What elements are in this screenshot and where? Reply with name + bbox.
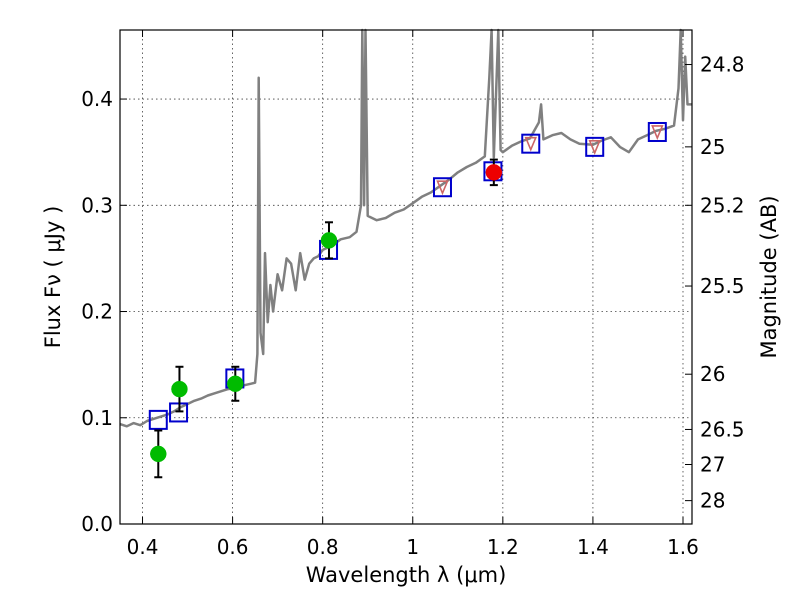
detection-point xyxy=(227,375,244,393)
x-tick-label: 1.2 xyxy=(487,535,519,559)
x-axis-title: Wavelength λ (μm) xyxy=(306,563,507,587)
mag-tick-label: 27 xyxy=(700,453,725,477)
markers-layer xyxy=(148,121,667,479)
model-photometry-square xyxy=(647,121,667,142)
mag-tick-label: 26.5 xyxy=(700,417,745,441)
x-tick-label: 0.6 xyxy=(217,535,249,559)
spectrum-layer xyxy=(119,28,692,428)
right-axis-title: Magnitude (AB) xyxy=(757,195,781,358)
detection-point xyxy=(320,232,338,249)
mag-tick-label: 24.8 xyxy=(700,53,745,77)
y-tick-label: 0.1 xyxy=(81,406,113,430)
mag-tick-label: 26 xyxy=(700,362,725,386)
y-tick-label: 0.3 xyxy=(81,193,113,217)
ticks-layer: 0.4 0.6 0.8 1 1.2 1.4 1.6 0.0 0.1 0.2 0.3 0.4 24.8 25… xyxy=(81,30,745,559)
model-photometry-square xyxy=(585,136,605,157)
upper-limit-marker xyxy=(588,140,601,155)
detection-point xyxy=(150,445,167,463)
x-tick-label: 1.4 xyxy=(577,535,609,559)
x-tick-label: 0.8 xyxy=(307,535,339,559)
mag-tick-label: 28 xyxy=(700,489,725,513)
plot-frame xyxy=(119,29,693,525)
mag-tick-label: 25.2 xyxy=(700,193,745,217)
model-photometry-square xyxy=(432,177,452,198)
upper-limit-marker xyxy=(524,136,537,152)
upper-limit-marker xyxy=(436,180,449,196)
x-tick-label: 1.6 xyxy=(667,535,699,559)
x-tick-label: 1 xyxy=(406,535,419,559)
mag-tick-label: 25 xyxy=(700,135,725,159)
spectrum-line xyxy=(119,28,692,428)
y-tick-label: 0.0 xyxy=(81,512,113,536)
y-tick-label: 0.2 xyxy=(81,300,113,324)
y-tick-label: 0.4 xyxy=(81,87,113,111)
model-photometry-square xyxy=(521,133,541,154)
upper-limit-marker xyxy=(651,125,664,141)
x-tick-label: 0.4 xyxy=(127,535,159,559)
model-photometry-square xyxy=(148,409,168,430)
plot-frame-fill xyxy=(120,30,692,524)
mag-tick-label: 25.5 xyxy=(700,274,745,298)
y-axis-title: Flux Fν ( μJy ) xyxy=(41,206,65,349)
detection-point xyxy=(485,164,503,181)
detection-point xyxy=(171,380,188,398)
